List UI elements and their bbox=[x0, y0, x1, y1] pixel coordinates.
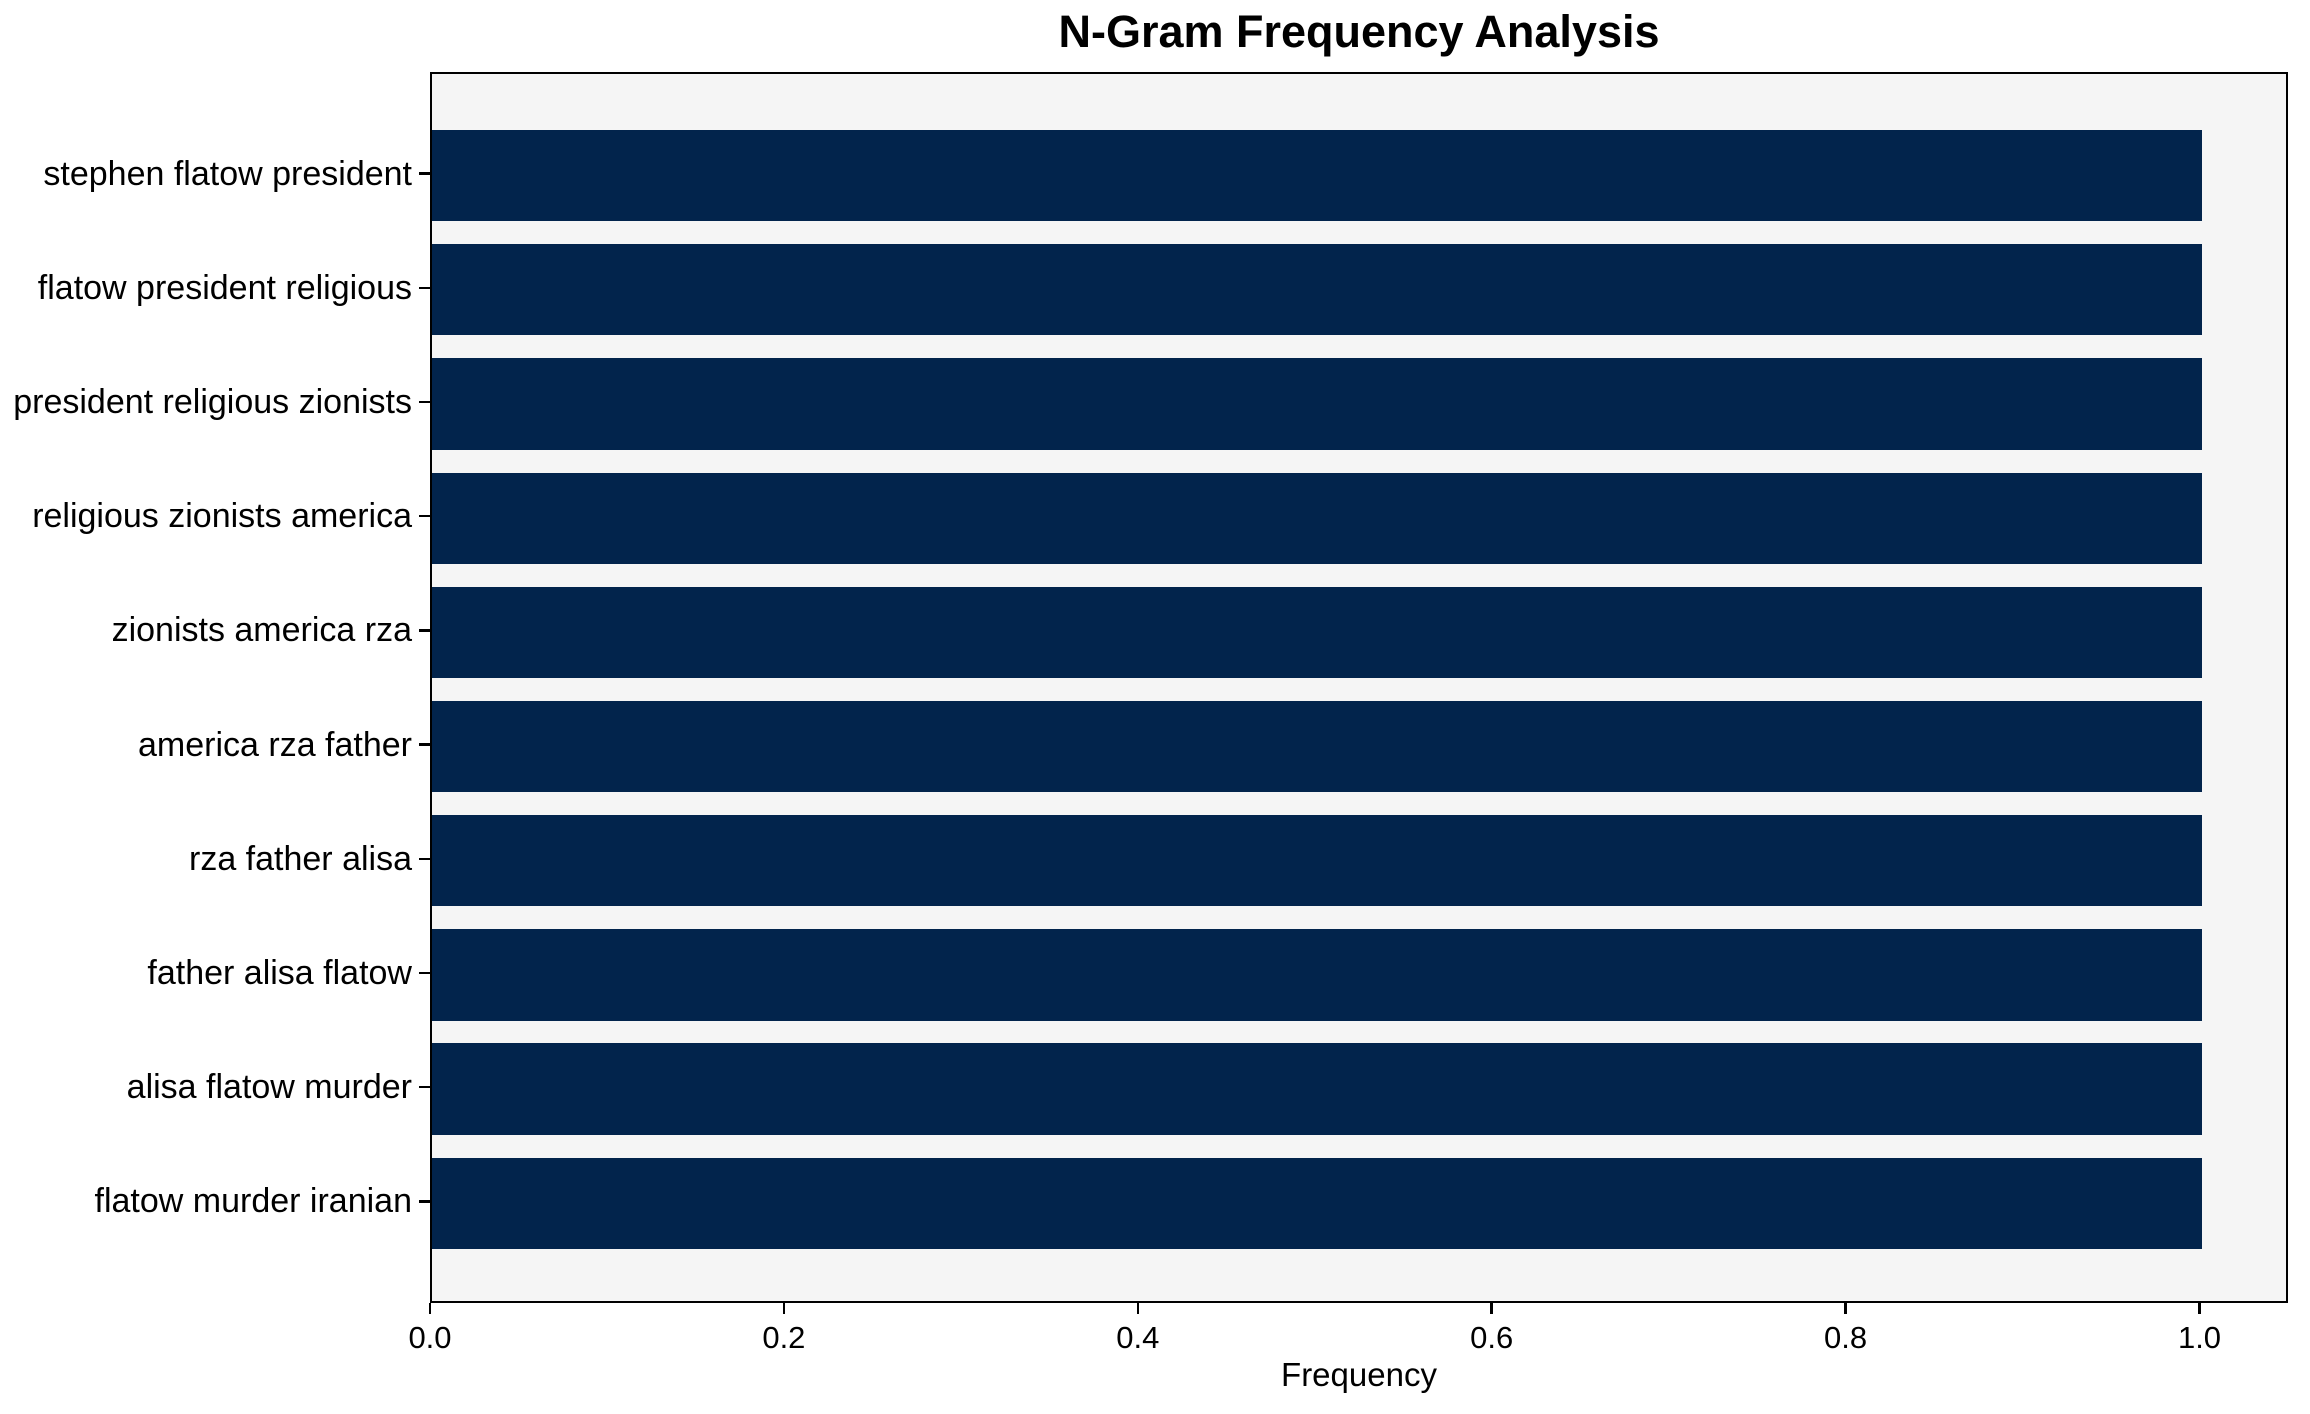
y-tick-label: stephen flatow president bbox=[43, 154, 412, 193]
y-tick bbox=[419, 857, 430, 861]
bar bbox=[432, 815, 2202, 907]
y-tick bbox=[419, 1085, 430, 1089]
x-tick bbox=[1490, 1303, 1493, 1314]
bar bbox=[432, 1043, 2202, 1135]
y-tick-label: alisa flatow murder bbox=[126, 1068, 412, 1107]
x-tick bbox=[782, 1303, 786, 1314]
chart-title: N-Gram Frequency Analysis bbox=[1058, 6, 1660, 57]
y-tick-label: flatow murder iranian bbox=[94, 1182, 412, 1221]
x-tick-label: 0.2 bbox=[762, 1320, 806, 1355]
bar bbox=[432, 129, 2202, 222]
y-tick bbox=[419, 1200, 430, 1203]
y-tick-label: america rza father bbox=[138, 725, 412, 764]
y-tick-label: president religious zionists bbox=[13, 383, 412, 422]
x-tick-label: 0.6 bbox=[1470, 1320, 1514, 1355]
y-tick-label: religious zionists america bbox=[32, 497, 412, 536]
plot-area bbox=[430, 72, 2288, 1303]
x-tick bbox=[428, 1303, 432, 1314]
bar bbox=[432, 358, 2202, 450]
x-tick bbox=[1844, 1303, 1847, 1314]
bar bbox=[432, 472, 2202, 564]
y-tick-label: zionists america rza bbox=[111, 611, 412, 650]
y-tick bbox=[419, 971, 430, 975]
y-tick bbox=[419, 629, 430, 632]
y-tick bbox=[419, 172, 430, 175]
bar bbox=[432, 586, 2202, 679]
x-tick-label: 1.0 bbox=[2177, 1320, 2222, 1355]
y-tick-label: rza father alisa bbox=[189, 839, 412, 878]
bar bbox=[432, 700, 2202, 793]
bar bbox=[432, 1157, 2202, 1250]
x-tick-label: 0.8 bbox=[1824, 1320, 1868, 1355]
y-tick-label: flatow president religious bbox=[37, 268, 412, 307]
x-tick-label: 0.0 bbox=[408, 1320, 452, 1355]
x-axis-title: Frequency bbox=[1281, 1356, 1437, 1393]
bar bbox=[432, 244, 2202, 336]
y-tick bbox=[419, 286, 430, 290]
x-tick bbox=[1136, 1303, 1140, 1314]
y-tick bbox=[419, 400, 430, 404]
x-tick-label: 0.4 bbox=[1116, 1320, 1160, 1355]
y-tick-label: father alisa flatow bbox=[147, 953, 412, 992]
y-tick bbox=[419, 743, 430, 746]
bar bbox=[432, 929, 2202, 1021]
y-tick bbox=[419, 514, 430, 518]
x-tick bbox=[2198, 1303, 2201, 1314]
